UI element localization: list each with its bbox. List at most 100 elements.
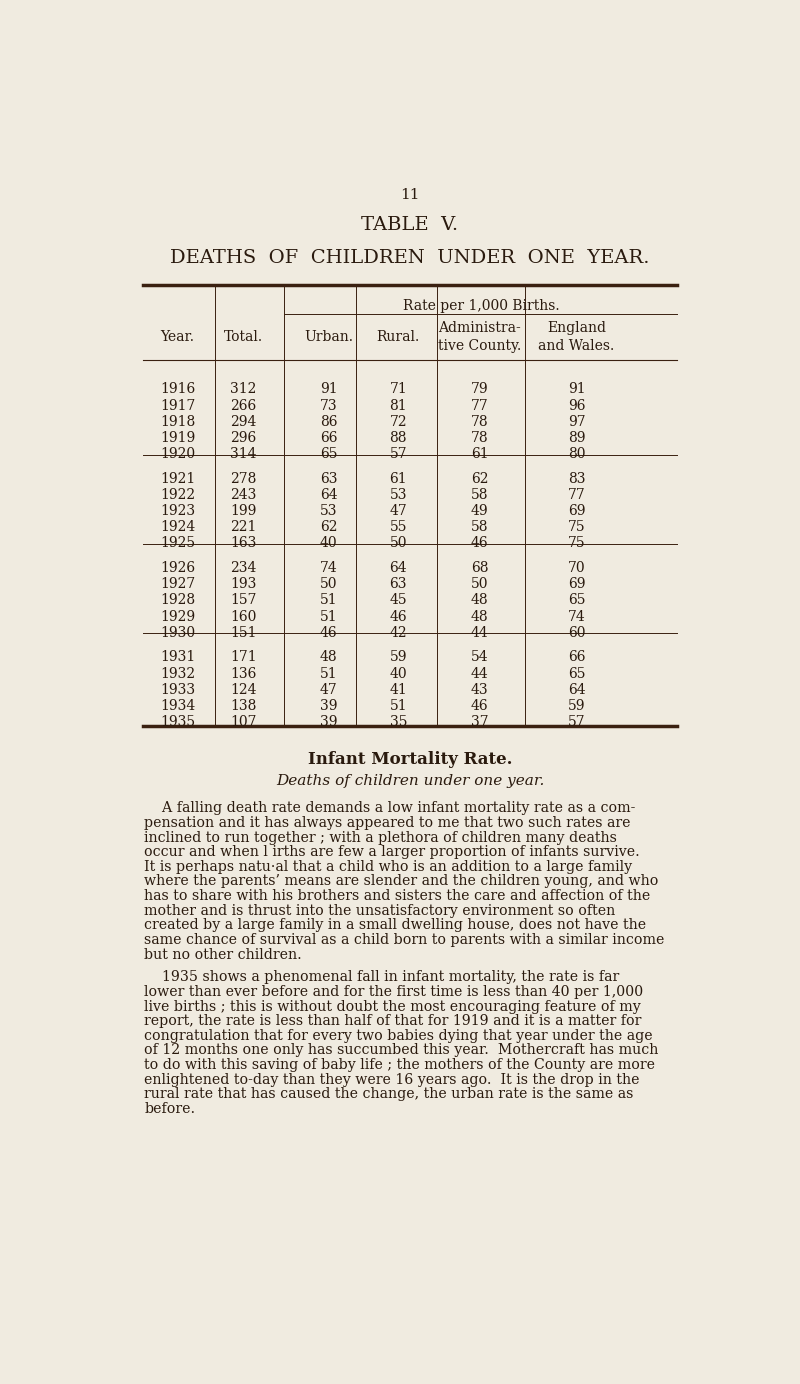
- Text: 63: 63: [390, 577, 407, 591]
- Text: 50: 50: [320, 577, 338, 591]
- Text: 69: 69: [568, 504, 586, 518]
- Text: 1917: 1917: [160, 399, 195, 412]
- Text: congratulation that for every two babies dying that year under the age: congratulation that for every two babies…: [144, 1028, 653, 1042]
- Text: 40: 40: [320, 537, 338, 551]
- Text: to do with this saving of baby life ; the mothers of the County are more: to do with this saving of baby life ; th…: [144, 1059, 655, 1073]
- Text: but no other children.: but no other children.: [144, 948, 302, 962]
- Text: TABLE  V.: TABLE V.: [362, 216, 458, 234]
- Text: 61: 61: [390, 472, 407, 486]
- Text: mother and is thrust into the unsatisfactory environment so often: mother and is thrust into the unsatisfac…: [144, 904, 615, 918]
- Text: 49: 49: [471, 504, 489, 518]
- Text: 42: 42: [390, 626, 407, 639]
- Text: 1924: 1924: [160, 520, 195, 534]
- Text: 1929: 1929: [160, 609, 195, 624]
- Text: 88: 88: [390, 430, 407, 446]
- Text: 77: 77: [568, 489, 586, 502]
- Text: has to share with his brothers and sisters the care and affection of the: has to share with his brothers and siste…: [144, 889, 650, 904]
- Text: of 12 months one only has succumbed this year.  Mothercraft has much: of 12 months one only has succumbed this…: [144, 1044, 658, 1057]
- Text: pensation and it has always appeared to me that two such rates are: pensation and it has always appeared to …: [144, 817, 630, 830]
- Text: 1926: 1926: [160, 561, 195, 576]
- Text: Total.: Total.: [224, 329, 263, 345]
- Text: 51: 51: [320, 667, 338, 681]
- Text: 138: 138: [230, 699, 257, 713]
- Text: 53: 53: [320, 504, 338, 518]
- Text: 50: 50: [471, 577, 489, 591]
- Text: 136: 136: [230, 667, 257, 681]
- Text: Infant Mortality Rate.: Infant Mortality Rate.: [308, 750, 512, 768]
- Text: A falling death rate demands a low infant mortality rate as a com-: A falling death rate demands a low infan…: [144, 801, 635, 815]
- Text: 151: 151: [230, 626, 257, 639]
- Text: Urban.: Urban.: [304, 329, 353, 345]
- Text: 70: 70: [568, 561, 586, 576]
- Text: 124: 124: [230, 682, 257, 696]
- Text: 64: 64: [568, 682, 586, 696]
- Text: 50: 50: [390, 537, 407, 551]
- Text: enlightened to-day than they were 16 years ago.  It is the drop in the: enlightened to-day than they were 16 yea…: [144, 1073, 640, 1086]
- Text: 46: 46: [320, 626, 338, 639]
- Text: 278: 278: [230, 472, 257, 486]
- Text: 1918: 1918: [160, 415, 195, 429]
- Text: 68: 68: [471, 561, 489, 576]
- Text: 1916: 1916: [160, 382, 195, 396]
- Text: 11: 11: [400, 188, 420, 202]
- Text: 48: 48: [471, 594, 489, 608]
- Text: Deaths of children under one year.: Deaths of children under one year.: [276, 774, 544, 787]
- Text: 41: 41: [390, 682, 407, 696]
- Text: 171: 171: [230, 650, 257, 664]
- Text: 266: 266: [230, 399, 257, 412]
- Text: 63: 63: [320, 472, 338, 486]
- Text: 54: 54: [471, 650, 489, 664]
- Text: 65: 65: [568, 594, 586, 608]
- Text: 91: 91: [568, 382, 586, 396]
- Text: rural rate that has caused the change, the urban rate is the same as: rural rate that has caused the change, t…: [144, 1088, 634, 1102]
- Text: lower than ever before and for the first time is less than 40 per 1,000: lower than ever before and for the first…: [144, 985, 643, 999]
- Text: 296: 296: [230, 430, 257, 446]
- Text: 1927: 1927: [160, 577, 195, 591]
- Text: 78: 78: [471, 415, 489, 429]
- Text: 86: 86: [320, 415, 338, 429]
- Text: 221: 221: [230, 520, 257, 534]
- Text: 1928: 1928: [160, 594, 195, 608]
- Text: 78: 78: [471, 430, 489, 446]
- Text: 58: 58: [471, 489, 489, 502]
- Text: 51: 51: [320, 594, 338, 608]
- Text: 40: 40: [390, 667, 407, 681]
- Text: 65: 65: [568, 667, 586, 681]
- Text: 37: 37: [471, 716, 489, 729]
- Text: 83: 83: [568, 472, 586, 486]
- Text: It is perhaps natu·al that a child who is an addition to a large family: It is perhaps natu·al that a child who i…: [144, 859, 632, 873]
- Text: 1931: 1931: [160, 650, 195, 664]
- Text: 1923: 1923: [160, 504, 195, 518]
- Text: 1935 shows a phenomenal fall in infant mortality, the rate is far: 1935 shows a phenomenal fall in infant m…: [144, 970, 619, 984]
- Text: 163: 163: [230, 537, 257, 551]
- Text: 91: 91: [320, 382, 338, 396]
- Text: 75: 75: [568, 537, 586, 551]
- Text: Administra-
tive County.: Administra- tive County.: [438, 321, 522, 353]
- Text: 89: 89: [568, 430, 586, 446]
- Text: before.: before.: [144, 1102, 195, 1116]
- Text: 294: 294: [230, 415, 257, 429]
- Text: 193: 193: [230, 577, 257, 591]
- Text: 64: 64: [320, 489, 338, 502]
- Text: 39: 39: [320, 716, 338, 729]
- Text: 59: 59: [568, 699, 586, 713]
- Text: 81: 81: [390, 399, 407, 412]
- Text: 64: 64: [390, 561, 407, 576]
- Text: 47: 47: [320, 682, 338, 696]
- Text: Rural.: Rural.: [377, 329, 420, 345]
- Text: same chance of survival as a child born to parents with a similar income: same chance of survival as a child born …: [144, 933, 665, 947]
- Text: 72: 72: [390, 415, 407, 429]
- Text: 43: 43: [471, 682, 489, 696]
- Text: 46: 46: [390, 609, 407, 624]
- Text: 48: 48: [471, 609, 489, 624]
- Text: 51: 51: [320, 609, 338, 624]
- Text: 35: 35: [390, 716, 407, 729]
- Text: 234: 234: [230, 561, 257, 576]
- Text: 44: 44: [471, 667, 489, 681]
- Text: 58: 58: [471, 520, 489, 534]
- Text: 46: 46: [471, 537, 489, 551]
- Text: 61: 61: [471, 447, 489, 461]
- Text: 1919: 1919: [160, 430, 195, 446]
- Text: live births ; this is without doubt the most encouraging feature of my: live births ; this is without doubt the …: [144, 999, 641, 1013]
- Text: 60: 60: [568, 626, 586, 639]
